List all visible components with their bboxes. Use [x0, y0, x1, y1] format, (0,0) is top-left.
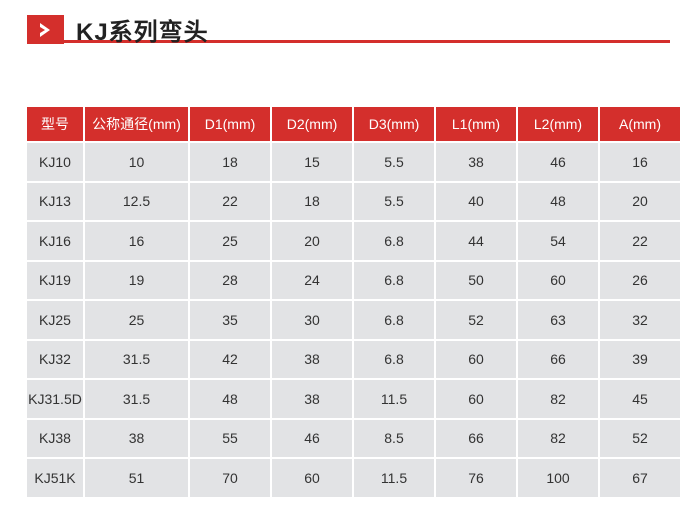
table-row: KJ16 16 25 20 6.8 44 54 22: [27, 222, 680, 260]
table-cell: 38: [436, 143, 516, 181]
table-cell: KJ16: [27, 222, 83, 260]
table-cell: 32: [600, 301, 680, 339]
table-cell: 22: [190, 182, 270, 220]
table-cell: 15: [272, 143, 352, 181]
table-cell: 70: [190, 459, 270, 497]
table-cell: 25: [85, 301, 188, 339]
table-cell: 40: [436, 182, 516, 220]
table-cell: 60: [272, 459, 352, 497]
table-cell: KJ25: [27, 301, 83, 339]
table-row: KJ51K 51 70 60 11.5 76 100 67: [27, 459, 680, 497]
table-cell: KJ13: [27, 182, 83, 220]
column-header: D2(mm): [272, 107, 352, 141]
table-cell: 6.8: [354, 261, 434, 299]
table-cell: 8.5: [354, 419, 434, 457]
table-cell: 35: [190, 301, 270, 339]
table-cell: 82: [518, 419, 598, 457]
table-cell: 52: [436, 301, 516, 339]
table-cell: 67: [600, 459, 680, 497]
table-cell: 24: [272, 261, 352, 299]
table-cell: 46: [272, 419, 352, 457]
table-cell: KJ10: [27, 143, 83, 181]
table-cell: 19: [85, 261, 188, 299]
table-cell: 25: [190, 222, 270, 260]
table-cell: 44: [436, 222, 516, 260]
column-header: A(mm): [600, 107, 680, 141]
table-cell: 10: [85, 143, 188, 181]
table-cell: 38: [85, 419, 188, 457]
table-cell: 16: [85, 222, 188, 260]
table-cell: 12.5: [85, 182, 188, 220]
column-header: 公称通径(mm): [85, 107, 188, 141]
spec-table: 型号 公称通径(mm) D1(mm) D2(mm) D3(mm) L1(mm) L2(mm)…: [25, 105, 682, 499]
table-cell: 16: [600, 143, 680, 181]
table-cell: 26: [600, 261, 680, 299]
table-cell: KJ31.5D: [27, 380, 83, 418]
table-cell: 11.5: [354, 380, 434, 418]
table-cell: 55: [190, 419, 270, 457]
table-row: KJ31.5D 31.5 48 38 11.5 60 82 45: [27, 380, 680, 418]
table-cell: 28: [190, 261, 270, 299]
table-cell: 6.8: [354, 340, 434, 378]
table-cell: 30: [272, 301, 352, 339]
table-row: KJ10 10 18 15 5.5 38 46 16: [27, 143, 680, 181]
table-cell: 11.5: [354, 459, 434, 497]
table-cell: 60: [518, 261, 598, 299]
table-cell: 63: [518, 301, 598, 339]
table-cell: 46: [518, 143, 598, 181]
table-cell: 31.5: [85, 380, 188, 418]
header-badge: [27, 15, 64, 44]
table-cell: 45: [600, 380, 680, 418]
table-cell: 18: [190, 143, 270, 181]
table-cell: 31.5: [85, 340, 188, 378]
table-cell: 54: [518, 222, 598, 260]
table-cell: 38: [272, 340, 352, 378]
table-cell: 39: [600, 340, 680, 378]
table-cell: KJ19: [27, 261, 83, 299]
table-cell: 22: [600, 222, 680, 260]
page-title: KJ系列弯头: [76, 19, 209, 46]
table-cell: 52: [600, 419, 680, 457]
table-cell: 48: [518, 182, 598, 220]
table-cell: KJ38: [27, 419, 83, 457]
table-cell: 60: [436, 340, 516, 378]
column-header: 型号: [27, 107, 83, 141]
table-cell: 60: [436, 380, 516, 418]
table-cell: 5.5: [354, 143, 434, 181]
column-header: L2(mm): [518, 107, 598, 141]
column-header: L1(mm): [436, 107, 516, 141]
table-row: KJ25 25 35 30 6.8 52 63 32: [27, 301, 680, 339]
table-cell: 20: [272, 222, 352, 260]
table-header-row: 型号 公称通径(mm) D1(mm) D2(mm) D3(mm) L1(mm) L2(mm)…: [27, 107, 680, 141]
table-cell: 66: [518, 340, 598, 378]
table-cell: 42: [190, 340, 270, 378]
column-header: D1(mm): [190, 107, 270, 141]
section-header: KJ系列弯头: [27, 15, 670, 46]
table-cell: 76: [436, 459, 516, 497]
table-cell: 38: [272, 380, 352, 418]
table-cell: KJ51K: [27, 459, 83, 497]
table-cell: 20: [600, 182, 680, 220]
table-cell: 5.5: [354, 182, 434, 220]
table-row: KJ19 19 28 24 6.8 50 60 26: [27, 261, 680, 299]
column-header: D3(mm): [354, 107, 434, 141]
table-cell: 6.8: [354, 222, 434, 260]
table-cell: 48: [190, 380, 270, 418]
table-cell: 50: [436, 261, 516, 299]
table-row: KJ38 38 55 46 8.5 66 82 52: [27, 419, 680, 457]
header-underline: [64, 40, 670, 43]
chevron-right-icon: [40, 23, 50, 37]
table-cell: 18: [272, 182, 352, 220]
table-cell: 66: [436, 419, 516, 457]
table-row: KJ13 12.5 22 18 5.5 40 48 20: [27, 182, 680, 220]
table-row: KJ32 31.5 42 38 6.8 60 66 39: [27, 340, 680, 378]
table-cell: 51: [85, 459, 188, 497]
table-cell: KJ32: [27, 340, 83, 378]
table-cell: 82: [518, 380, 598, 418]
table-cell: 6.8: [354, 301, 434, 339]
table-cell: 100: [518, 459, 598, 497]
